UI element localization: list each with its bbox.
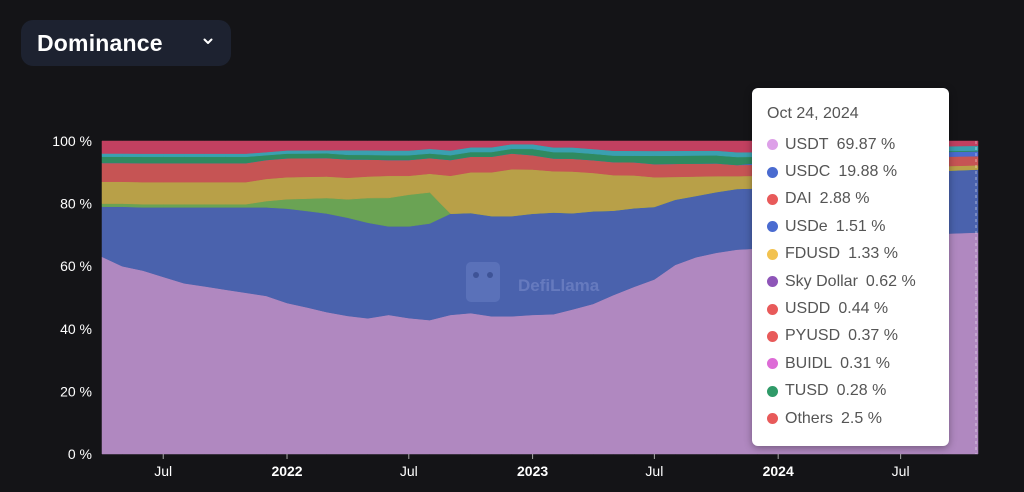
x-tick-label: Jul: [154, 463, 172, 479]
tooltip-row: TUSD 0.28 %: [767, 378, 949, 405]
tooltip-series-value: 1.33 %: [848, 245, 898, 263]
legend-dot-icon: [767, 248, 778, 260]
x-tick-label: 2022: [271, 463, 302, 479]
legend-dot-icon: [767, 385, 778, 397]
tooltip-row: USDD 0.44 %: [767, 295, 949, 322]
tooltip-row: BUIDL 0.31 %: [767, 350, 949, 377]
tooltip-series-name: Sky Dollar: [785, 272, 858, 290]
tooltip-series-name: DAI: [785, 190, 812, 208]
tooltip-series-name: USDC: [785, 163, 831, 181]
tooltip-row: USDC 19.88 %: [767, 158, 949, 185]
defillama-watermark: DefiLlama: [466, 262, 600, 302]
tooltip-row: Sky Dollar 0.62 %: [767, 268, 949, 295]
tooltip-series-name: USDD: [785, 300, 831, 318]
legend-dot-icon: [767, 139, 778, 151]
legend-dot-icon: [767, 276, 778, 288]
chart-tooltip: Oct 24, 2024 USDT 69.87 % USDC 19.88 % DAI 2.…: [752, 88, 949, 446]
tooltip-series-value: 0.37 %: [848, 327, 898, 345]
y-tick-label: 40 %: [60, 321, 92, 337]
tooltip-series-name: BUIDL: [785, 354, 833, 372]
y-tick-label: 100 %: [52, 133, 92, 149]
tooltip-series-value: 0.44 %: [838, 300, 889, 318]
tooltip-series-value: 2.5 %: [841, 409, 882, 427]
tooltip-series-value: 19.88 %: [838, 163, 898, 181]
legend-dot-icon: [767, 358, 778, 370]
tooltip-series-value: 0.62 %: [865, 272, 916, 290]
tooltip-row: USDT 69.87 %: [767, 131, 949, 158]
y-tick-label: 80 %: [60, 196, 92, 212]
tooltip-row: FDUSD 1.33 %: [767, 241, 949, 268]
tooltip-row: DAI 2.88 %: [767, 186, 949, 213]
x-axis: Jul 2022 Jul 2023 Jul 2024 Jul: [154, 454, 910, 479]
dominance-dropdown-label: Dominance: [37, 29, 163, 56]
y-tick-label: 0 %: [68, 446, 92, 462]
x-tick-label: 2024: [763, 463, 794, 479]
tooltip-series-value: 1.51 %: [835, 217, 886, 235]
x-tick-label: Jul: [645, 463, 663, 479]
x-tick-label: 2023: [517, 463, 548, 479]
tooltip-row: USDe 1.51 %: [767, 213, 949, 240]
legend-dot-icon: [767, 413, 778, 425]
legend-dot-icon: [767, 193, 778, 205]
dominance-dropdown[interactable]: Dominance: [21, 20, 231, 66]
tooltip-series-name: USDe: [785, 217, 828, 235]
legend-dot-icon: [767, 166, 778, 178]
tooltip-series-value: 69.87 %: [836, 135, 896, 153]
tooltip-series-name: Others: [785, 409, 834, 427]
y-tick-label: 20 %: [60, 383, 92, 399]
tooltip-series-name: TUSD: [785, 382, 829, 400]
watermark-text: DefiLlama: [518, 276, 600, 295]
tooltip-series-value: 0.31 %: [840, 354, 890, 372]
legend-dot-icon: [767, 330, 778, 342]
tooltip-series-name: PYUSD: [785, 327, 841, 345]
tooltip-series-value: 2.88 %: [819, 190, 870, 208]
legend-dot-icon: [767, 303, 778, 315]
x-tick-label: Jul: [892, 463, 910, 479]
tooltip-series-name: FDUSD: [785, 245, 841, 263]
tooltip-row: Others 2.5 %: [767, 405, 949, 432]
tooltip-series-value: 0.28 %: [836, 382, 887, 400]
y-tick-label: 60 %: [60, 258, 92, 274]
x-tick-label: Jul: [400, 463, 418, 479]
y-axis: 0 % 20 % 40 % 60 % 80 % 100 %: [52, 133, 92, 462]
legend-dot-icon: [767, 221, 778, 233]
tooltip-series-name: USDT: [785, 135, 829, 153]
tooltip-date: Oct 24, 2024: [767, 105, 859, 122]
tooltip-row: PYUSD 0.37 %: [767, 323, 949, 350]
chevron-down-icon: [203, 38, 213, 44]
